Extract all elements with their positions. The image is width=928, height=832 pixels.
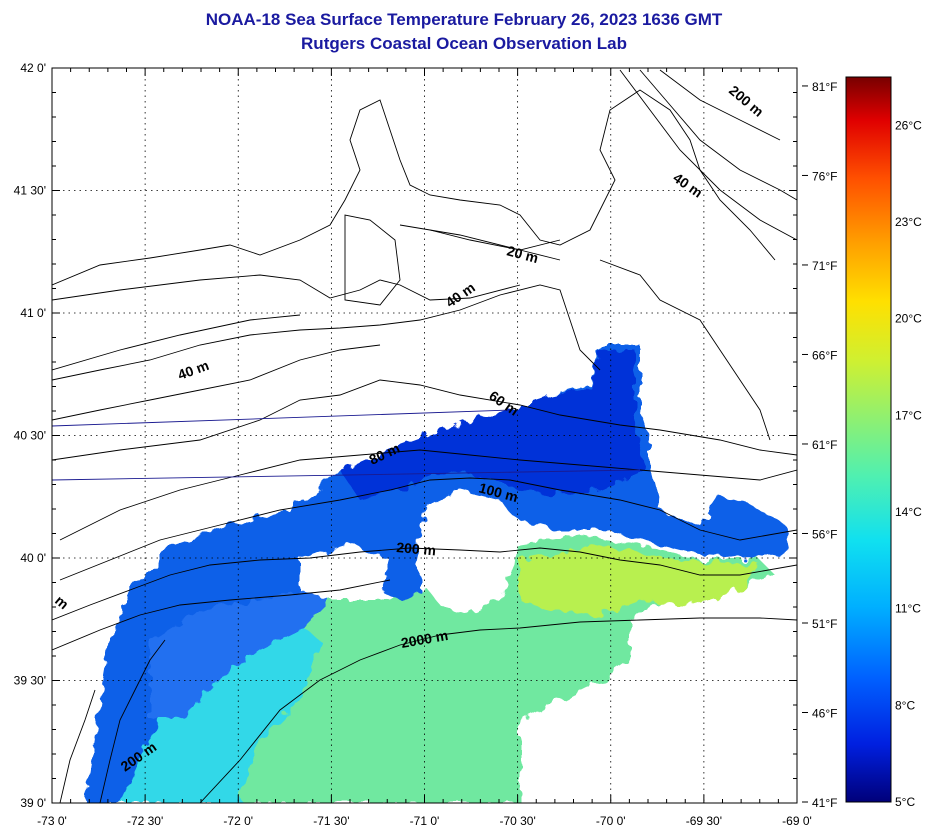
fahrenheit-tick-label: 71°F xyxy=(812,259,837,273)
fahrenheit-tick-label: 66°F xyxy=(812,348,837,362)
celsius-tick-label: 20°C xyxy=(895,312,922,326)
coastline xyxy=(52,89,776,286)
latitude-axis: 42 0' 41 30' 41 0' 40 30' 40 0' 39 30' 39 0' xyxy=(14,61,46,810)
longitude-axis: -73 0' -72 30' -72 0' -71 30' -71 0' -70 30' -… xyxy=(37,814,812,828)
contour-80m xyxy=(59,449,797,541)
latitude-tick-label: 41 30' xyxy=(14,184,46,198)
fahrenheit-tick-label: 76°F xyxy=(812,169,837,183)
map-subtitle: Rutgers Coastal Ocean Observation Lab xyxy=(301,34,627,53)
latitude-tick-label: 40 30' xyxy=(14,429,46,443)
map-title: NOAA-18 Sea Surface Temperature February… xyxy=(205,10,723,29)
contour-label: 40 m xyxy=(176,357,211,383)
contour-200m xyxy=(52,547,797,621)
colorbar xyxy=(845,76,892,803)
celsius-tick-label: 11°C xyxy=(895,602,921,616)
fahrenheit-tick-label: 61°F xyxy=(812,438,837,452)
contour-deep xyxy=(59,689,96,803)
transect-line xyxy=(52,409,511,427)
contour-200m xyxy=(639,69,797,201)
contour-label: 40 m xyxy=(670,169,705,200)
fahrenheit-tick-label: 46°F xyxy=(812,706,837,720)
cloud-gap xyxy=(418,490,520,615)
longitude-tick-label: -70 0' xyxy=(596,814,626,828)
contour-label: 20 m xyxy=(505,242,540,266)
sst-region-midblue xyxy=(150,590,330,720)
longitude-tick-label: -69 30' xyxy=(686,814,722,828)
longitude-tick-label: -70 30' xyxy=(499,814,535,828)
celsius-tick-label: 5°C xyxy=(895,795,915,809)
contour-100m xyxy=(59,477,797,581)
contour-20m xyxy=(399,224,561,261)
fahrenheit-tick-label: 56°F xyxy=(812,527,837,541)
fahrenheit-tick-label: 41°F xyxy=(812,796,837,810)
latitude-tick-label: 42 0' xyxy=(20,61,46,75)
cloud-gap xyxy=(300,545,390,600)
colorbar-fahrenheit-scale: 81°F 76°F 71°F 66°F 61°F 56°F 51°F 46°F 41°F xyxy=(802,80,837,810)
contour-label: 200 m xyxy=(726,82,767,120)
coastline xyxy=(344,214,401,306)
longitude-tick-label: -71 30' xyxy=(313,814,349,828)
latitude-tick-label: 40 0' xyxy=(20,551,46,565)
longitude-tick-label: -73 0' xyxy=(37,814,67,828)
celsius-tick-label: 17°C xyxy=(895,408,922,422)
colorbar-celsius-scale: 26°C 23°C 20°C 17°C 14°C 11°C 8°C 5°C xyxy=(895,118,922,809)
sst-data-layer xyxy=(85,345,790,803)
coastline xyxy=(429,229,561,251)
bathymetry-contours xyxy=(52,69,797,803)
contour-200m xyxy=(99,639,166,803)
contour-60m xyxy=(52,379,797,461)
longitude-tick-label: -72 0' xyxy=(223,814,253,828)
latitude-tick-label: 39 0' xyxy=(20,796,46,810)
fahrenheit-tick-label: 81°F xyxy=(812,80,837,94)
contour-200m xyxy=(619,69,797,241)
contour-40m xyxy=(52,314,301,371)
sst-region-yellowgreen xyxy=(520,545,760,615)
latitude-tick-label: 41 0' xyxy=(20,306,46,320)
contour-label: 200 m xyxy=(396,539,437,558)
celsius-tick-label: 23°C xyxy=(895,215,922,229)
contour-shelf xyxy=(52,344,381,421)
latitude-tick-label: 39 30' xyxy=(14,674,46,688)
celsius-tick-label: 8°C xyxy=(895,698,915,712)
transect-line xyxy=(52,469,641,481)
axis-ticks xyxy=(51,67,798,804)
graticule xyxy=(52,68,797,803)
celsius-tick-label: 26°C xyxy=(895,118,922,132)
contour-200m xyxy=(659,69,781,141)
fahrenheit-tick-label: 51°F xyxy=(812,617,837,631)
celsius-tick-label: 14°C xyxy=(895,505,922,519)
sst-region-coldest xyxy=(340,350,645,500)
contour-40m xyxy=(52,284,601,381)
contour-200m xyxy=(52,579,391,651)
contour-2000m xyxy=(199,617,797,803)
contour-label: m xyxy=(52,592,72,612)
longitude-tick-label: -71 0' xyxy=(410,814,440,828)
longitude-tick-label: -69 0' xyxy=(782,814,812,828)
longitude-tick-label: -72 30' xyxy=(127,814,163,828)
coastline xyxy=(599,259,771,441)
